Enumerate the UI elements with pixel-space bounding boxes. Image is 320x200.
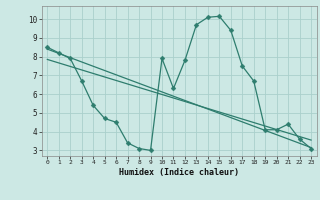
X-axis label: Humidex (Indice chaleur): Humidex (Indice chaleur)	[119, 168, 239, 177]
